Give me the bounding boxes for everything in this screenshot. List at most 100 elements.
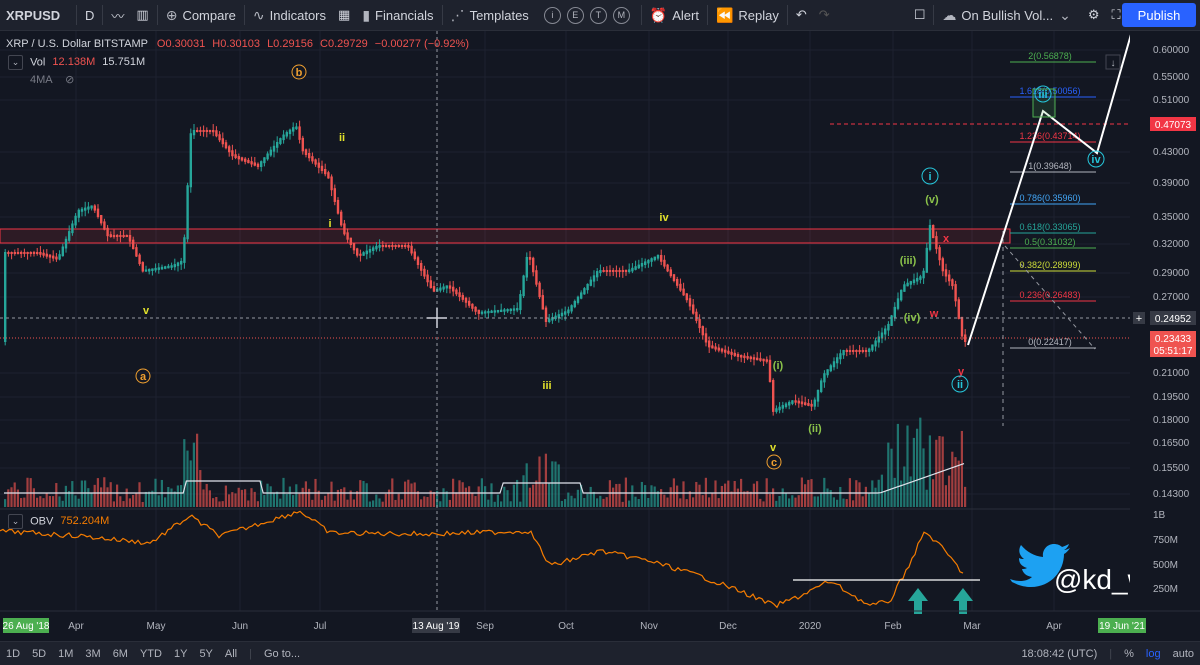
volume-bar — [884, 490, 887, 507]
alert-profile-button[interactable]: ☁ On Bullish Vol... ⌄ — [936, 0, 1082, 30]
collapse-icon[interactable]: ⌄ — [8, 514, 23, 529]
candle-body — [516, 308, 519, 311]
settings-gear-icon[interactable]: ⚙ — [1087, 7, 1100, 22]
range-all[interactable]: All — [224, 647, 238, 660]
financials-button[interactable]: ▮ Financials — [356, 0, 439, 30]
candle-body — [103, 221, 106, 230]
candle-body — [160, 266, 164, 270]
range-1m[interactable]: 1M — [58, 647, 74, 660]
range-5d[interactable]: 5D — [32, 647, 47, 660]
bar-style-icon[interactable]: 〰 — [111, 8, 125, 24]
vol-value: 12.138M — [52, 56, 96, 69]
publish-button[interactable]: Publish — [1122, 3, 1196, 27]
indicators-button[interactable]: ∿ Indicators — [247, 0, 332, 30]
volume-bar — [45, 493, 48, 507]
volume-bar — [119, 496, 122, 507]
volume-bar — [285, 493, 288, 507]
volume-bar — [218, 501, 221, 507]
interval-button[interactable]: D — [85, 7, 95, 23]
volume-bar — [429, 490, 432, 507]
replay-button[interactable]: ⏪ Replay — [710, 0, 785, 30]
volume-bar — [695, 481, 698, 507]
volume-bar — [106, 487, 109, 507]
range-6m[interactable]: 6M — [112, 647, 128, 660]
log-toggle[interactable]: log — [1145, 647, 1161, 660]
price-axis-label: 0.15500 — [1153, 463, 1190, 474]
volume-bar — [951, 451, 954, 507]
candle-body — [836, 357, 839, 364]
auto-toggle[interactable]: auto — [1172, 647, 1194, 660]
candle-body — [884, 328, 887, 335]
ideas-circle[interactable]: i — [543, 6, 561, 24]
candle-body — [653, 256, 656, 261]
templates-button[interactable]: ⋰ Templates — [445, 0, 535, 30]
symbol-title: XRP / U.S. Dollar BITSTAMP — [6, 38, 148, 50]
price-axis[interactable]: 0.60000 0.55000 0.51000 0.43000 0.39000 0.350… — [1153, 45, 1190, 500]
volume-bar — [288, 486, 291, 507]
volume-bar — [87, 488, 90, 507]
symbol-search[interactable]: XRPUSD — [6, 7, 61, 23]
trades-circle[interactable]: T — [589, 6, 607, 24]
collapse-icon[interactable]: ⌄ — [8, 55, 23, 70]
chart-canvas[interactable]: 2(0.56878)1.618(0.50056)1.236(0.43714)1(… — [0, 31, 1200, 641]
markets-circle[interactable]: M — [612, 6, 630, 24]
range-ytd[interactable]: YTD — [139, 647, 162, 660]
time-axis-label: Apr — [1046, 621, 1062, 632]
scroll-down-button[interactable] — [1105, 54, 1121, 70]
compare-button[interactable]: ⊕ Compare — [160, 0, 242, 30]
candle-body — [61, 246, 64, 257]
volume-ma-line — [4, 463, 965, 494]
eye-crossed-icon[interactable]: ⊘ — [65, 74, 75, 86]
range-1y[interactable]: 1Y — [173, 647, 188, 660]
volume-bar — [333, 500, 336, 507]
fullscreen-icon[interactable]: ⛶ — [1111, 7, 1121, 22]
indicator-templates-icon[interactable]: ▦ — [338, 7, 351, 22]
alert-button[interactable]: ⏰ Alert — [644, 0, 705, 30]
volume-bar — [352, 499, 355, 507]
wave-cyan-i-circle — [921, 167, 939, 185]
candle-body — [164, 266, 167, 269]
percent-toggle[interactable]: % — [1124, 647, 1134, 660]
volume-bar — [272, 492, 275, 507]
candle-body — [493, 310, 496, 313]
goto-button[interactable]: Go to... — [264, 647, 301, 660]
candles-icon[interactable]: ▥ — [136, 7, 149, 22]
fullscreen-checkbox-icon[interactable]: ☐ — [913, 7, 926, 22]
candle-body — [116, 235, 119, 237]
candle-body — [16, 252, 20, 254]
volume-bar — [503, 486, 506, 507]
volume-bar — [551, 461, 554, 507]
candle-body — [804, 402, 807, 406]
volume-bar — [372, 500, 375, 507]
redo-icon[interactable]: ↷ — [818, 7, 830, 22]
alert-profile-label: On Bullish Vol... — [961, 7, 1054, 23]
cloud-icon: ☁ — [942, 6, 957, 23]
candle-body — [292, 127, 295, 132]
range-3m[interactable]: 3M — [85, 647, 101, 660]
candle-body — [509, 308, 512, 312]
volume-bar — [928, 435, 931, 507]
candle-body — [320, 165, 324, 171]
candle-body — [372, 247, 375, 251]
candle-body — [800, 401, 804, 405]
range-1d[interactable]: 1D — [6, 647, 21, 660]
candle-body — [762, 358, 765, 362]
volume-bar — [458, 480, 461, 507]
candle-body — [788, 401, 791, 406]
candle-body — [359, 253, 362, 256]
range-5y[interactable]: 5Y — [199, 647, 213, 660]
clock-time[interactable]: 18:08:42 (UTC) — [1021, 647, 1098, 660]
price-axis-label: 0.18000 — [1153, 415, 1190, 426]
bottom-right-controls: 18:08:42 (UTC) | % log auto — [1015, 642, 1200, 665]
add-line-plus-icon[interactable] — [1133, 312, 1145, 324]
target-box — [1032, 88, 1056, 118]
candle-body — [202, 130, 205, 132]
volume-bar — [202, 489, 205, 507]
volume-bar — [471, 492, 474, 507]
earnings-circle[interactable]: E — [566, 6, 584, 24]
volume-bar — [192, 442, 195, 507]
volume-bar — [637, 499, 640, 507]
candle-body — [378, 245, 381, 248]
undo-icon[interactable]: ↶ — [795, 7, 807, 22]
twitter-bird-icon — [1010, 544, 1070, 587]
